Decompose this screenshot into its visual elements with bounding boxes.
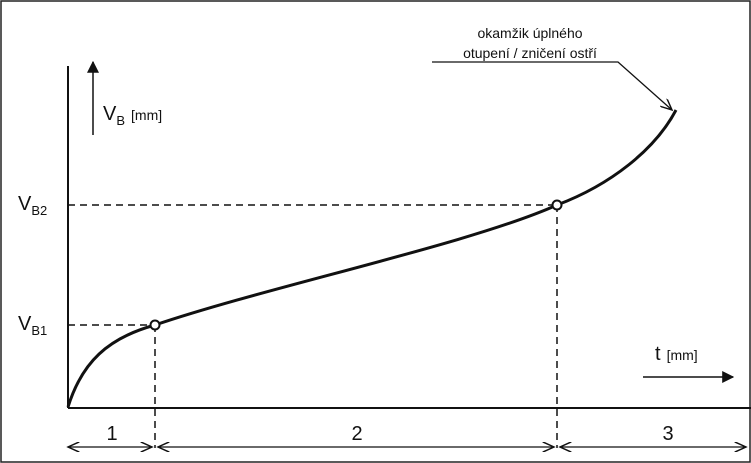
- y-axis-label: VB [mm]: [103, 103, 162, 128]
- wear-curve: [66, 109, 678, 408]
- x-axis-label: t [mm]: [655, 343, 698, 365]
- point-vb1: [149, 319, 161, 331]
- level-label-vb1: VB1: [18, 313, 47, 338]
- annotation-line-2: otupení / zničení ostří: [463, 45, 597, 61]
- point-vb2: [551, 199, 563, 211]
- region-1-label: 1: [106, 423, 117, 445]
- region-3-label: 3: [662, 423, 673, 445]
- region-2-label: 2: [351, 423, 362, 445]
- annotation-line-1: okamžik úplného: [477, 25, 582, 41]
- annotation-leader: [432, 61, 672, 110]
- level-label-vb2: VB2: [18, 193, 47, 218]
